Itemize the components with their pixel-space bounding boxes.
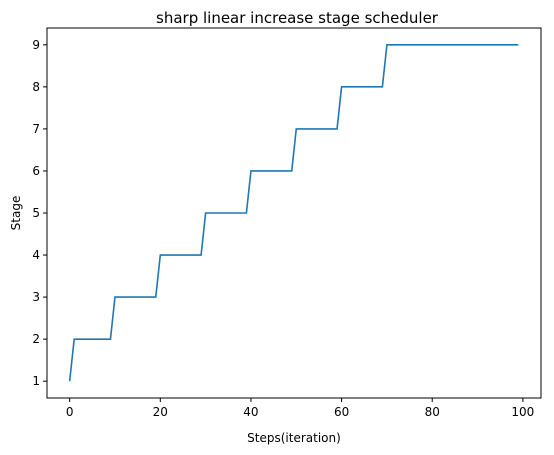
y-tick-label: 3 bbox=[32, 290, 40, 304]
plot-area bbox=[68, 44, 519, 382]
y-tick-label: 1 bbox=[32, 374, 40, 388]
y-axis-title: Stage bbox=[9, 196, 23, 231]
series-line bbox=[68, 44, 519, 382]
y-tick-label: 7 bbox=[32, 122, 40, 136]
y-tick-label: 4 bbox=[32, 248, 40, 262]
y-tick-label: 6 bbox=[32, 164, 40, 178]
x-tick-label: 40 bbox=[243, 405, 258, 419]
y-tick-label: 5 bbox=[32, 206, 40, 220]
x-axis-title: Steps(iteration) bbox=[247, 431, 341, 445]
x-tick-label: 100 bbox=[511, 405, 534, 419]
y-tick-label: 8 bbox=[32, 80, 40, 94]
y-tick-label: 9 bbox=[32, 38, 40, 52]
x-axis: 0 20 40 60 80 100 bbox=[66, 398, 534, 419]
x-tick-label: 0 bbox=[66, 405, 74, 419]
y-tick-label: 2 bbox=[32, 332, 40, 346]
x-tick-label: 60 bbox=[334, 405, 349, 419]
x-tick-label: 20 bbox=[153, 405, 168, 419]
axes-frame bbox=[46, 27, 542, 399]
y-axis: 1 2 3 4 5 6 7 8 9 bbox=[32, 38, 47, 388]
chart-title: sharp linear increase stage scheduler bbox=[156, 9, 439, 27]
x-tick-label: 80 bbox=[425, 405, 440, 419]
